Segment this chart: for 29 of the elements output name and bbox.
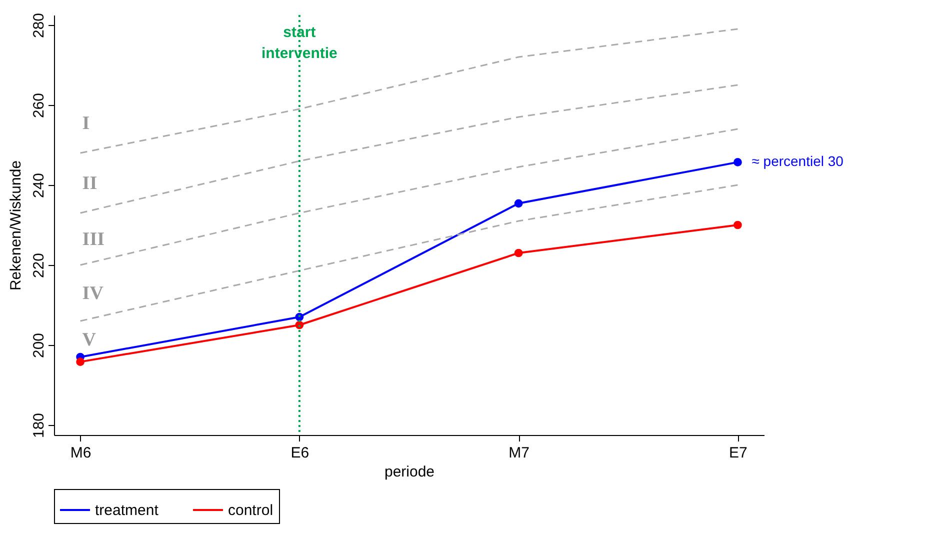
y-tick-label: 200 [30, 332, 48, 358]
line-series [80, 28, 738, 154]
y-tick-label: 220 [30, 252, 48, 278]
annotation: III [82, 229, 104, 250]
annotation: II [82, 173, 98, 194]
line-series [80, 84, 738, 214]
legend-label: control [228, 502, 274, 519]
point [734, 158, 742, 166]
x-tick-label: M6 [70, 444, 92, 462]
y-tick-label: 260 [30, 92, 48, 118]
annotation: ≈ percentiel 30 [752, 153, 844, 170]
y-tick-label: 180 [30, 412, 48, 438]
annotation: IV [82, 283, 104, 304]
y-axis-title: Rekenen/Wiskunde [8, 160, 24, 291]
x-tick-label: E7 [729, 444, 748, 462]
ref-line-label: start interventie [262, 24, 338, 62]
x-tick-label: M7 [508, 444, 530, 462]
legend-label: treatment [95, 502, 160, 519]
annotation: V [82, 329, 96, 350]
y-tick-label: 280 [30, 12, 48, 38]
point [514, 248, 523, 258]
x-tick-label: E6 [290, 444, 310, 462]
point [734, 220, 742, 230]
point [76, 358, 84, 366]
point [514, 199, 523, 208]
x-axis-title: periode [384, 464, 435, 480]
line-series [80, 128, 738, 266]
y-tick-label: 240 [30, 172, 48, 198]
annotation: I [82, 113, 90, 134]
